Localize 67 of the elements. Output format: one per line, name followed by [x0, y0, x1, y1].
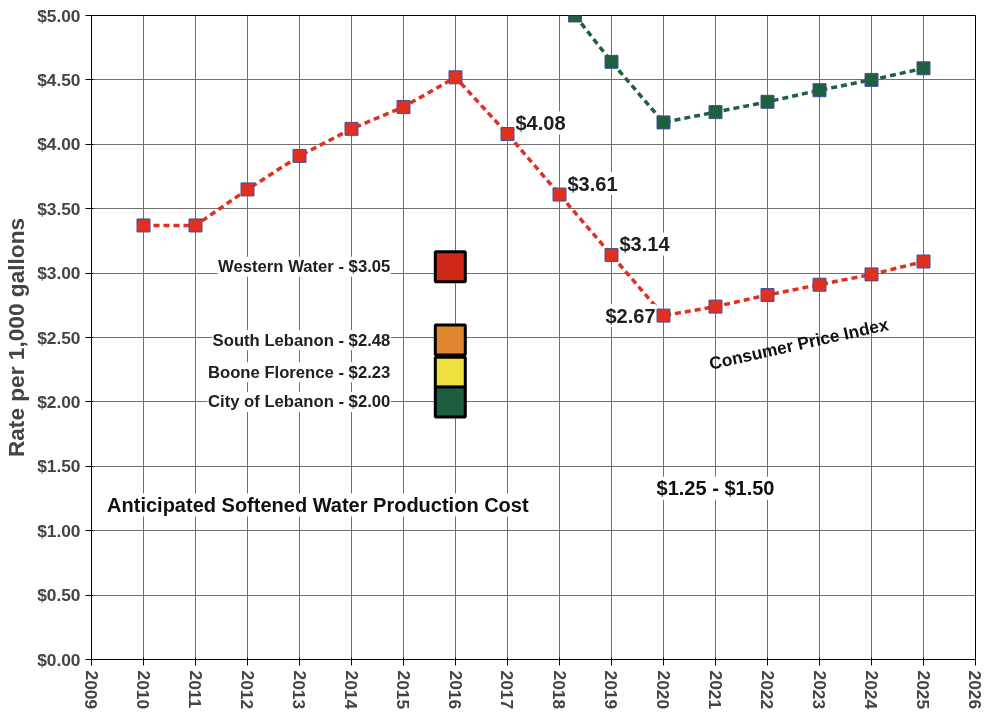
text: City of Lebanon - $2.00	[207, 392, 391, 412]
y-tick-label: $5.00	[37, 5, 81, 26]
y-tick-label: $4.00	[37, 134, 81, 155]
data-label: $2.67	[605, 304, 656, 327]
x-tick-label: 2015	[393, 670, 414, 710]
x-tick-label: 2021	[705, 670, 726, 710]
point	[812, 277, 827, 292]
point	[916, 254, 931, 269]
point	[916, 61, 931, 76]
x-tick-label: 2024	[861, 670, 882, 710]
point	[604, 248, 619, 263]
x-tick-label: 2017	[497, 670, 518, 710]
x-tick-label: 2012	[237, 670, 258, 710]
x-tick-label: 2022	[757, 670, 778, 710]
annotation: Consumer Price Index	[707, 314, 891, 374]
point	[433, 250, 467, 284]
point	[433, 323, 467, 357]
y-tick-label: $2.50	[37, 327, 81, 348]
point	[240, 182, 255, 197]
annotation: Anticipated Softened Water Production Cost	[107, 493, 529, 516]
y-axis-title: Rate per 1,000 gallons	[3, 217, 30, 458]
x-tick-label: 2018	[549, 670, 570, 710]
y-tick-label: $4.50	[37, 69, 81, 90]
y-tick-label: $0.00	[37, 649, 81, 670]
text: Western Water - $3.05	[218, 257, 391, 277]
point	[604, 54, 619, 69]
point	[188, 218, 203, 233]
point	[136, 218, 151, 233]
x-tick-label: 2016	[445, 670, 466, 710]
data-label: $3.61	[567, 172, 618, 195]
y-tick-label: $2.00	[37, 391, 81, 412]
point	[760, 94, 775, 109]
point	[656, 115, 671, 130]
point	[760, 288, 775, 302]
point	[433, 385, 467, 419]
point	[396, 99, 411, 114]
y-tick-label: $3.00	[37, 263, 81, 284]
x-tick-label: 2025	[913, 670, 934, 710]
point	[812, 83, 827, 98]
y-tick-label: $0.50	[37, 585, 81, 606]
annotation: $1.25 - $1.50	[656, 477, 775, 500]
point	[656, 308, 671, 323]
text: South Lebanon - $2.48	[212, 330, 391, 350]
y-tick-label: $3.50	[37, 198, 81, 219]
point	[448, 70, 463, 85]
point	[708, 299, 723, 314]
x-tick-label: 2019	[601, 670, 622, 710]
point	[292, 148, 307, 163]
x-tick-label: 2020	[653, 670, 674, 710]
x-tick-label: 2009	[81, 670, 102, 710]
data-label: $4.08	[515, 112, 566, 134]
point	[500, 127, 515, 141]
x-tick-label: 2023	[809, 670, 830, 710]
x-tick-label: 2013	[289, 670, 310, 710]
text: Boone Florence - $2.23	[207, 362, 391, 382]
point	[864, 72, 879, 87]
x-tick-label: 2010	[133, 670, 154, 710]
point	[344, 121, 359, 136]
y-tick-label: $1.50	[37, 456, 81, 477]
data-label: $3.14	[619, 233, 671, 256]
y-tick-label: $1.00	[37, 520, 81, 541]
x-tick-label: 2011	[185, 670, 206, 709]
point	[708, 105, 723, 120]
x-tick-label: 2026	[965, 670, 986, 710]
point	[864, 267, 879, 282]
point	[552, 187, 567, 202]
x-tick-label: 2014	[341, 670, 362, 710]
